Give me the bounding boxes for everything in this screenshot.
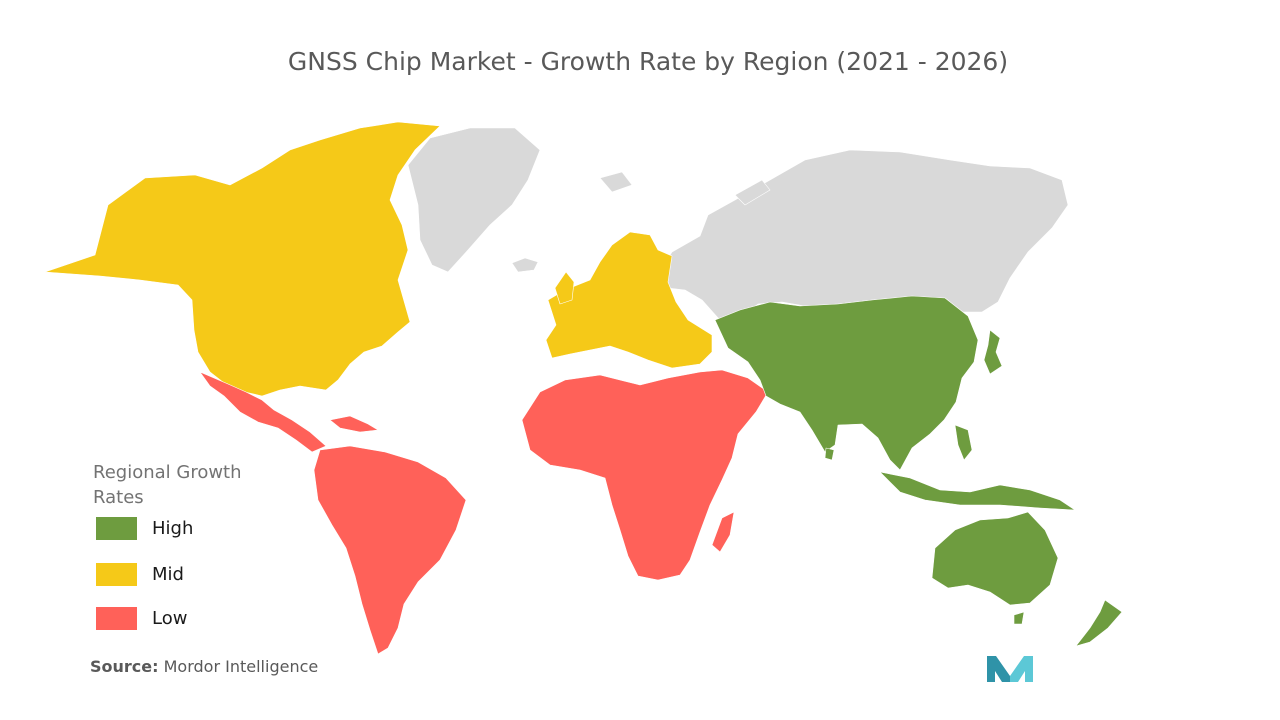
legend-swatch-mid [96, 563, 137, 586]
iceland [511, 257, 539, 273]
legend-label-low: Low [152, 608, 188, 629]
russia [654, 149, 1069, 321]
north-america [44, 121, 441, 397]
high-regions [714, 295, 1123, 647]
chart-title: GNSS Chip Market - Growth Rate by Region… [287, 47, 1009, 76]
new-zealand [1075, 599, 1123, 647]
legend-title: Regional Growth Rates [93, 462, 242, 508]
madagascar [711, 511, 735, 553]
indonesia [879, 471, 1076, 511]
uk [554, 271, 575, 305]
source-value: Mordor Intelligence [163, 657, 319, 676]
legend-swatch-high [96, 517, 137, 540]
mid-regions [44, 121, 713, 397]
mexico-central-america [199, 371, 327, 453]
africa-middle-east [521, 369, 769, 581]
sri-lanka [824, 447, 835, 461]
japan [983, 329, 1003, 375]
caribbean [329, 415, 379, 433]
mordor-intelligence-logo-icon [987, 656, 1033, 682]
legend-swatch-low [96, 607, 137, 630]
low-regions [199, 369, 769, 655]
tasmania [1013, 611, 1025, 625]
source-note: Source: Mordor Intelligence [90, 657, 318, 676]
novaya-zemlya [734, 179, 771, 206]
legend-label-mid: Mid [152, 564, 184, 585]
source-label: Source: [90, 657, 159, 676]
greenland [407, 127, 541, 273]
south-america [313, 445, 467, 655]
legend-label-high: High [152, 518, 194, 539]
philippines [954, 424, 973, 461]
asia [714, 295, 979, 471]
svalbard [599, 171, 633, 193]
europe [545, 231, 713, 369]
australia [931, 511, 1059, 606]
unclassified-regions [407, 127, 1069, 321]
